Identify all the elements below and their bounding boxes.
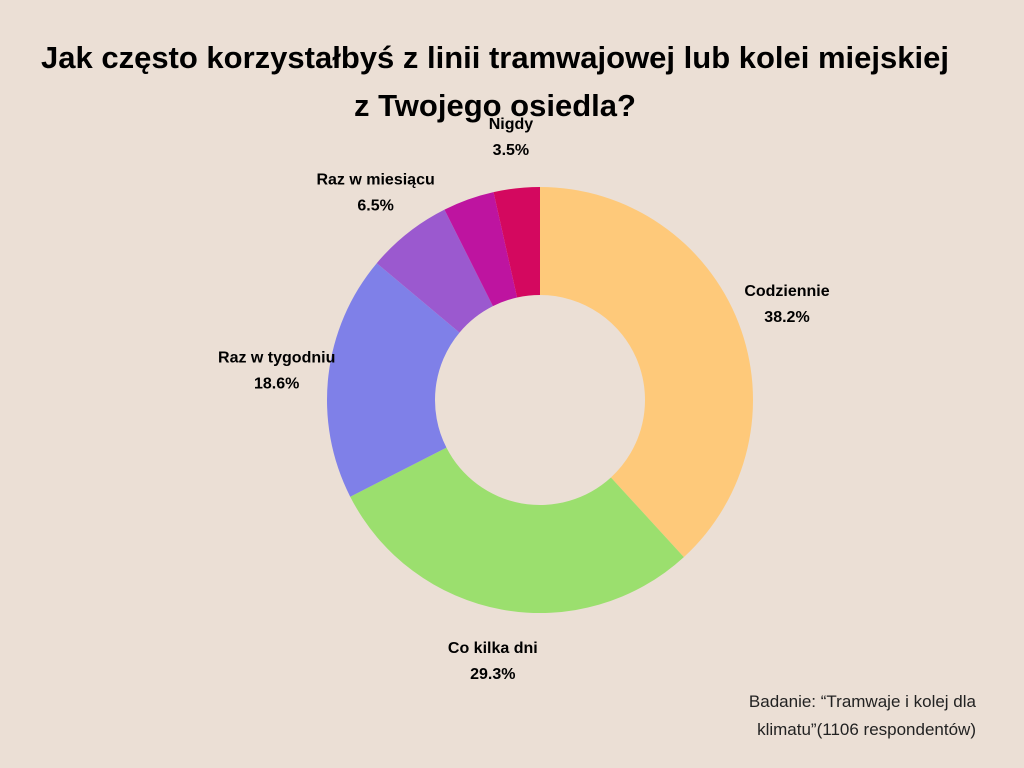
- value-label: 6.5%: [357, 197, 393, 214]
- slice: [444, 192, 518, 307]
- slice-label: Raz w miesiącu: [316, 171, 434, 188]
- slice-label: Raz w tygodniu: [218, 349, 335, 366]
- value-label: 3.5%: [493, 142, 529, 159]
- slice-label: Nigdy: [489, 116, 534, 133]
- slice: [327, 263, 460, 497]
- value-label: 29.3%: [470, 666, 515, 683]
- value-label: 38.2%: [764, 309, 809, 326]
- slice: [350, 447, 684, 613]
- source-note: Badanie: “Tramwaje i kolej dla klimatu”(…: [748, 692, 976, 739]
- value-label: 18.6%: [254, 375, 299, 392]
- slice: [376, 209, 493, 333]
- slice: [540, 187, 753, 558]
- slice-label: Co kilka dni: [448, 640, 538, 657]
- slice: [493, 187, 540, 298]
- chart-title: Jak często korzystałbyś z linii tramwajo…: [41, 40, 949, 123]
- slice-label: Codziennie: [744, 283, 829, 300]
